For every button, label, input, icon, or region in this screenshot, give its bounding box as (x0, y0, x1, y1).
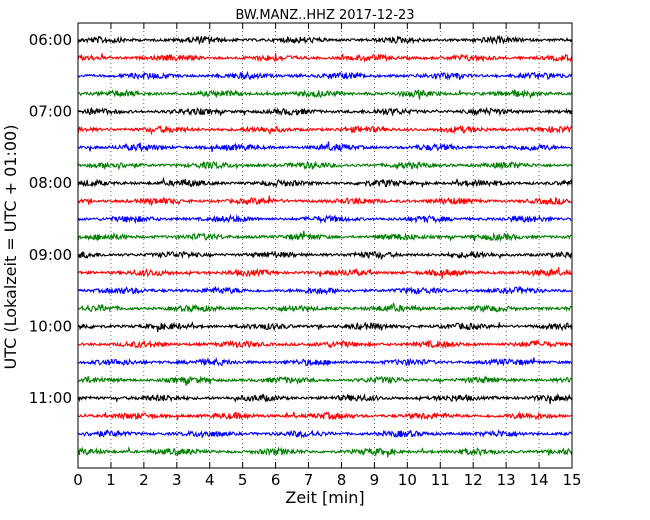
chart-title: BW.MANZ..HHZ 2017-12-23 (235, 8, 414, 23)
trace-1045 (77, 375, 573, 386)
trace-0600 (77, 34, 573, 46)
x-tick-label: 4 (205, 471, 215, 489)
y-axis-ticks: 06:00 07:00 08:00 09:00 10:00 11:00 (29, 31, 572, 407)
trace-0915 (77, 267, 573, 279)
trace-1130 (77, 429, 573, 439)
trace-0630 (77, 70, 573, 81)
trace-1000 (77, 321, 573, 333)
trace-0645 (77, 88, 573, 100)
x-tick-label: 13 (497, 471, 516, 489)
y-tick-label: 11:00 (29, 389, 72, 407)
trace-0945 (77, 302, 573, 314)
x-tick-label: 2 (139, 471, 149, 489)
plot-frame (77, 22, 573, 469)
plot-background (78, 23, 572, 468)
x-tick-label: 10 (398, 471, 417, 489)
y-tick-label: 10:00 (29, 317, 72, 335)
trace-0830 (77, 213, 572, 225)
trace-1015 (77, 339, 573, 350)
x-tick-label: 11 (431, 471, 450, 489)
x-tick-label: 8 (337, 471, 347, 489)
trace-0930 (77, 285, 573, 296)
y-axis-label: UTC (Lokalzeit = UTC + 01:00) (1, 125, 20, 370)
trace-0730 (77, 141, 573, 153)
trace-0845 (77, 230, 573, 243)
x-tick-label: 5 (238, 471, 248, 489)
trace-0900 (77, 250, 573, 260)
x-axis-label: Zeit [min] (285, 488, 364, 507)
x-tick-label: 14 (530, 471, 549, 489)
x-tick-label: 1 (106, 471, 116, 489)
x-tick-label: 12 (464, 471, 483, 489)
x-tick-label: 7 (304, 471, 314, 489)
trace-1100 (77, 392, 573, 405)
trace-0815 (77, 195, 573, 206)
x-axis-ticks: 0 1 2 3 4 5 6 7 8 9 10 11 12 13 14 15 (73, 23, 582, 489)
x-tick-label: 3 (172, 471, 182, 489)
x-tick-label: 15 (562, 471, 581, 489)
trace-0715 (77, 124, 573, 136)
trace-1145 (77, 445, 573, 458)
trace-0615 (77, 53, 573, 63)
x-tick-label: 0 (73, 471, 83, 489)
seismic-traces (77, 34, 573, 458)
trace-1030 (77, 356, 572, 367)
x-tick-label: 6 (271, 471, 281, 489)
x-tick-label: 9 (370, 471, 380, 489)
y-tick-label: 08:00 (29, 174, 72, 192)
trace-0800 (77, 176, 573, 188)
y-tick-label: 06:00 (29, 31, 72, 49)
trace-0745 (77, 160, 573, 171)
y-tick-label: 09:00 (29, 246, 72, 264)
trace-0700 (77, 106, 573, 117)
y-tick-label: 07:00 (29, 103, 72, 121)
trace-1115 (77, 411, 573, 421)
